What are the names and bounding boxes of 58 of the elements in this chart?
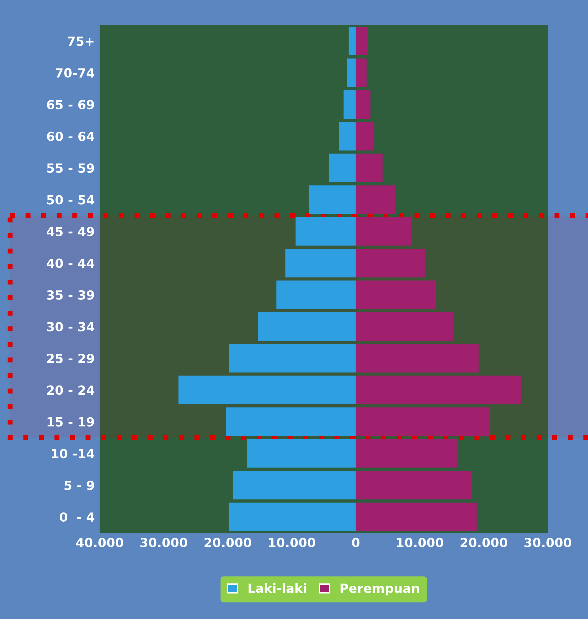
bar xyxy=(296,217,356,246)
y-tick-label: 30 - 34 xyxy=(47,322,95,332)
bar xyxy=(344,90,356,119)
x-tick-label: 40.000 xyxy=(76,538,124,548)
bar xyxy=(356,280,436,310)
bar xyxy=(356,408,490,436)
y-tick-label: 5 - 9 xyxy=(64,480,94,490)
y-tick-label: 10 -14 xyxy=(52,449,95,459)
bar xyxy=(347,58,356,88)
bar xyxy=(247,439,356,468)
y-tick-label: 40 - 44 xyxy=(46,258,95,268)
bar xyxy=(339,122,356,151)
bar xyxy=(356,439,458,468)
y-tick-label: 35 - 39 xyxy=(47,290,94,300)
y-tick-label: 75+ xyxy=(68,36,94,46)
y-tick-label: 60 - 64 xyxy=(47,132,95,142)
x-tick-label: 10.000 xyxy=(269,538,316,548)
x-tick-label: 20.000 xyxy=(460,538,508,548)
bar xyxy=(276,280,356,310)
y-tick-label: 0 - 4 xyxy=(60,512,95,522)
x-tick-label: 30.000 xyxy=(524,538,572,548)
x-tick-label: 0 xyxy=(352,538,360,548)
bar xyxy=(356,502,477,532)
bar xyxy=(286,249,356,278)
legend-label: Perempuan xyxy=(340,584,420,596)
bar xyxy=(258,312,356,342)
bar xyxy=(356,376,522,404)
bar xyxy=(356,186,396,214)
bar xyxy=(233,471,356,500)
bar xyxy=(356,154,383,182)
bar xyxy=(356,26,368,56)
legend-label: Laki-laki xyxy=(248,584,306,594)
bar xyxy=(356,90,371,119)
y-tick-label: 70-74 xyxy=(56,68,95,78)
bar xyxy=(356,312,454,342)
bar xyxy=(229,344,356,373)
bar xyxy=(356,471,472,500)
bar xyxy=(356,217,412,246)
x-tick-label: 10.000 xyxy=(397,538,444,548)
y-tick-label: 55 - 59 xyxy=(47,164,94,174)
bar xyxy=(226,408,356,436)
y-tick-label: 45 - 49 xyxy=(46,227,94,237)
bar xyxy=(356,344,479,373)
y-tick-label: 15 - 19 xyxy=(48,417,94,427)
x-tick-label: 30.000 xyxy=(140,538,188,548)
bar xyxy=(356,249,426,278)
bar xyxy=(329,154,356,182)
bar xyxy=(356,58,367,88)
bar xyxy=(178,376,356,404)
bar xyxy=(229,502,356,532)
bar xyxy=(356,122,375,151)
bar xyxy=(309,186,356,214)
y-tick-label: 50 - 54 xyxy=(47,195,95,205)
y-tick-label: 25 - 29 xyxy=(47,354,94,364)
bar xyxy=(348,26,356,56)
y-tick-label: 65 - 69 xyxy=(47,100,94,110)
x-tick-label: 20.000 xyxy=(204,538,252,548)
y-tick-label: 20 - 24 xyxy=(47,386,95,396)
